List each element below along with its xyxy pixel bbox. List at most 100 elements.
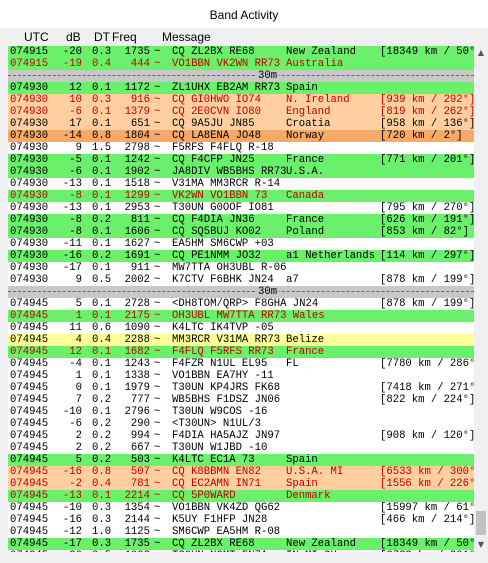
decode-row[interactable]: 074930 -17 0.1 911 ~ MW7TTA OH3UBL R-06 [8, 262, 474, 274]
decode-freq: 503 [130, 454, 150, 466]
decode-row[interactable]: 074945 -2 0.4 781 ~ CQ EC2AMN IN71 Spain [1556 … [8, 478, 474, 490]
decode-distance: [819 km / 262°] [380, 106, 474, 118]
decode-row[interactable]: 074930 9 1.5 2798 ~ F5RFS F4FLQ R-18 [8, 142, 474, 154]
decode-distance: [878 km / 199°] [380, 274, 474, 286]
decode-freq: 1354 [124, 502, 150, 514]
decode-freq: 1606 [124, 226, 150, 238]
decode-row[interactable]: 074945 -4 0.1 1243 ~ F4FZR N1UL EL95 FL [7780 k… [8, 358, 474, 370]
decode-row[interactable]: 074930 -13 0.1 1518 ~ V31MA MM3RCR R-14 [8, 178, 474, 190]
decode-time: 074930 [10, 166, 49, 178]
vertical-scrollbar[interactable]: ▲ ▼ [474, 46, 488, 552]
decode-time: 074945 [10, 382, 49, 394]
decode-dt: 0.2 [92, 394, 112, 406]
decode-snr: -8 [69, 214, 82, 226]
decode-snr: -6 [69, 106, 82, 118]
decode-row[interactable]: 074930 -14 0.8 1804 ~ CQ LA8ENA JO48 Norway [72… [8, 130, 474, 142]
decode-dt: 0.3 [92, 538, 112, 550]
decode-distance: [6729 km / 301°] [380, 550, 474, 552]
decode-row[interactable]: 074930 -5 0.1 1242 ~ CQ F4CFP JN25 France [771 … [8, 154, 474, 166]
decode-row[interactable]: 074945 -6 0.2 290 ~ <T30UN> N1UL/3 [8, 418, 474, 430]
decode-row[interactable]: 074945 -13 0.1 2214 ~ CQ 5P0WARD Denmark [8, 490, 474, 502]
decode-row[interactable]: 074930 -8 0.1 1299 ~ VK2WN VO1BBN 73 Canada [8, 190, 474, 202]
decode-dt: 0.1 [92, 154, 112, 166]
decode-message: K4LTC EC1A 73 [172, 454, 255, 466]
decode-row[interactable]: 074945 -16 0.3 2144 ~ K5UY F1HFP JN28 [466 km … [8, 514, 474, 526]
decode-row[interactable]: 074945 -10 0.1 2796 ~ T30UN W9COS -16 [8, 406, 474, 418]
decode-message: CQ PE1NMM JO32 [172, 250, 262, 262]
decode-freq: 1627 [124, 238, 150, 250]
decode-row[interactable]: 074930 17 0.1 651 ~ CQ 9A5JU JN85 Croatia [958 … [8, 118, 474, 130]
decode-mode-marker: ~ [154, 226, 161, 238]
decode-time: 074945 [10, 490, 49, 502]
band-activity-list[interactable]: 074915 -20 0.3 1735 ~ CQ ZL2BX RE68 New Zealan… [8, 46, 474, 552]
decode-mode-marker: ~ [154, 346, 161, 358]
decode-row[interactable]: 074915 -20 0.3 1735 ~ CQ ZL2BX RE68 New Zealan… [8, 46, 474, 58]
decode-dt: 0.4 [92, 334, 112, 346]
decode-row[interactable]: 074945 2 0.2 667 ~ T30UN W1JBD -10 [8, 442, 474, 454]
decode-row[interactable]: 074945 4 0.4 2288 ~ MM3RCR V31MA RR73 Belize [8, 334, 474, 346]
decode-dt: 0.1 [92, 346, 112, 358]
decode-freq: 1172 [124, 82, 150, 94]
decode-row[interactable]: 074930 -8 0.1 1606 ~ CQ SQ5BUJ KO02 Poland [853… [8, 226, 474, 238]
decode-row[interactable]: 074930 10 0.3 916 ~ CQ GI0HWO IO74 N. Ireland [… [8, 94, 474, 106]
decode-row[interactable]: 074930 -16 0.2 1691 ~ CQ PE1NMM JO32 a1 Nether… [8, 250, 474, 262]
decode-row[interactable]: 074930 -13 0.1 2953 ~ T30UN G0OOF IO81 [795 km… [8, 202, 474, 214]
decode-country: FL [286, 358, 299, 370]
decode-time: 074945 [10, 442, 49, 454]
decode-row[interactable]: 074945 2 0.2 994 ~ F4DIA HA5AJZ JN97 [908 km /… [8, 430, 474, 442]
column-header: UTC dB DT Freq Message [0, 28, 488, 45]
decode-message: K4LTC IK4TVP -05 [172, 322, 274, 334]
decode-row[interactable]: 074945 7 0.2 777 ~ WB5BHS F1DSZ JN06 [822 km /… [8, 394, 474, 406]
decode-row[interactable]: 074945 1 0.1 1338 ~ VO1BBN EA7HY -11 [8, 370, 474, 382]
decode-time: 074930 [10, 190, 49, 202]
decode-message: <DH8TOM/QRP> F8GHA JN24 [172, 298, 319, 310]
decode-row[interactable]: 074945 5 0.1 2728 ~ <DH8TOM/QRP> F8GHA JN24 [8… [8, 298, 474, 310]
decode-freq: 1682 [124, 346, 150, 358]
decode-snr: 2 [75, 430, 82, 442]
decode-message: ZL1UHX EB2AM RR73 [172, 82, 281, 94]
decode-mode-marker: ~ [154, 58, 161, 70]
decode-message: CQ 2E0CVN IO80 [172, 106, 262, 118]
decode-mode-marker: ~ [154, 46, 161, 58]
decode-row[interactable]: 074945 5 0.2 503 ~ K4LTC EC1A 73 Spain [8, 454, 474, 466]
decode-freq: 667 [130, 442, 150, 454]
decode-row[interactable]: 074945 11 0.6 1090 ~ K4LTC IK4TVP -05 [8, 322, 474, 334]
decode-snr: 11 [69, 322, 82, 334]
header-freq: Freq [112, 30, 137, 44]
decode-row[interactable]: 074945 1 0.1 2175 ~ OH3UBL MW7TTA RR73 Wales [8, 310, 474, 322]
decode-mode-marker: ~ [154, 358, 161, 370]
decode-message: T30UN N9MT EN71 [172, 550, 267, 552]
decode-row[interactable]: 074930 12 0.1 1172 ~ ZL1UHX EB2AM RR73 Spain [8, 82, 474, 94]
decode-row[interactable]: 074915 -19 0.4 444 ~ VO1BBN VK2WN RR73 Austral… [8, 58, 474, 70]
decode-time: 074945 [10, 478, 49, 490]
decode-time: 074930 [10, 226, 49, 238]
decode-time: 074945 [10, 550, 48, 552]
decode-country: Spain [286, 82, 318, 94]
decode-row[interactable]: 074945 -17 0.3 1735 ~ CQ ZL2BX RE68 New Zealan… [8, 538, 474, 550]
decode-row[interactable]: 074945 -16 0.8 507 ~ CQ K8BBMN EN82 U.S.A. MI [… [8, 466, 474, 478]
decode-row[interactable]: 074945 0 0.1 1979 ~ T30UN KP4JRS FK68 [7418 km… [8, 382, 474, 394]
decode-dt: 0.2 [92, 214, 112, 226]
decode-dt: 0.1 [92, 178, 112, 190]
scrollbar-thumb[interactable] [476, 511, 486, 535]
decode-country: France [286, 154, 325, 166]
decode-row[interactable]: 074930 -6 0.1 1379 ~ CQ 2E0CVN IO80 England [81… [8, 106, 474, 118]
decode-snr: 17 [69, 118, 82, 130]
decode-message: CQ LA8ENA JO48 [172, 130, 262, 142]
decode-dt: 0.1 [92, 298, 112, 310]
decode-row[interactable]: 074930 -8 0.2 811 ~ CQ F4DIA JN36 France [626 k… [8, 214, 474, 226]
scroll-up-arrow-icon[interactable]: ▲ [477, 48, 485, 57]
decode-time: 074945 [10, 322, 49, 334]
decode-mode-marker: ~ [154, 526, 161, 538]
decode-row[interactable]: 074945 -20 0.51002 ~ T30UN N9MT EN71 IN-MI-OH… [8, 550, 474, 552]
decode-row[interactable]: 074945 -12 1.0 1125 ~ SM6CWP EA5HM R-08 [8, 526, 474, 538]
decode-mode-marker: ~ [154, 118, 161, 130]
decode-time: 074915 [10, 46, 49, 58]
decode-row[interactable]: 074930 -11 0.1 1627 ~ EA5HM SM6CWP +03 [8, 238, 474, 250]
decode-row[interactable]: 074930 9 0.5 2002 ~ K7CTV F6BHK JN24 a7 [878 km… [8, 274, 474, 286]
decode-dt: 0.1 [92, 238, 112, 250]
decode-row[interactable]: 074930 -6 0.1 1902 ~ JA8DIV WB5BHS RR73 U.S.A. [8, 166, 474, 178]
decode-row[interactable]: 074945 -10 0.3 1354 ~ VO1BBN VK4ZD QG62 [15997… [8, 502, 474, 514]
scroll-down-arrow-icon[interactable]: ▼ [477, 540, 485, 549]
decode-row[interactable]: 074945 12 0.1 1682 ~ F4FLQ F5RFS RR73 France [8, 346, 474, 358]
